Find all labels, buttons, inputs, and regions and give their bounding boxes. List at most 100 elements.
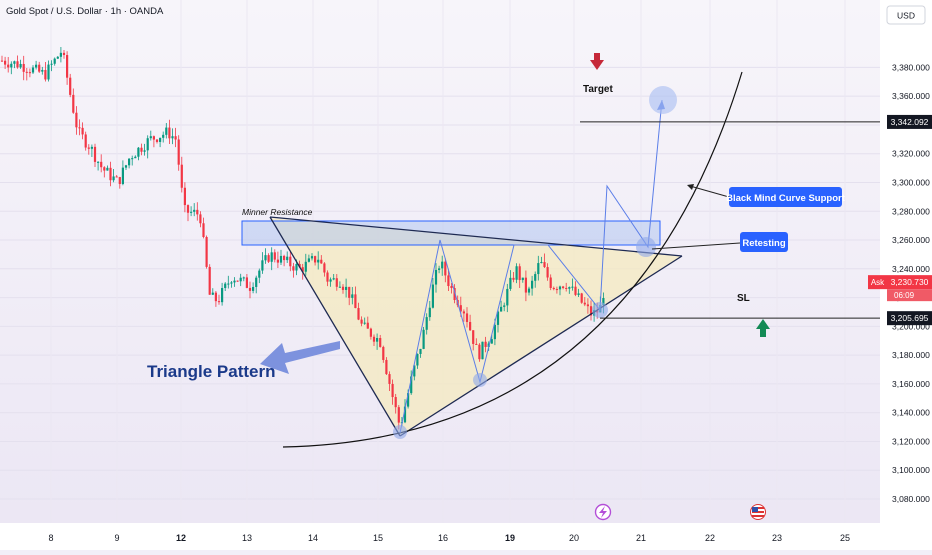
candle-body (338, 286, 341, 288)
candle-body (31, 67, 35, 73)
x-tick-label: 13 (242, 533, 252, 543)
lightning-event-icon[interactable] (594, 503, 612, 521)
candle-body (453, 288, 456, 300)
candle-body (103, 167, 106, 171)
candle-body (270, 252, 273, 262)
candle-body (410, 376, 413, 394)
target-down-arrow (590, 53, 604, 70)
candle-body (72, 94, 75, 113)
candle-body (376, 338, 379, 342)
candle-body (193, 209, 196, 212)
candle-body (146, 138, 149, 151)
candle-body (527, 288, 531, 293)
us-flag-event-icon[interactable] (750, 504, 766, 520)
y-tick-label: 3,360.000 (892, 91, 930, 101)
target-circle (649, 86, 677, 114)
candle-body (143, 150, 146, 152)
candle-body (419, 348, 422, 354)
candle-body (59, 52, 62, 57)
candle-body (379, 338, 382, 347)
candle-body (140, 147, 143, 152)
target-label: Target (583, 84, 613, 95)
x-tick-label: 21 (636, 533, 646, 543)
price-axis: 3,080.000 3,100.000 3,120.000 3,140.000 3,16… (892, 62, 930, 504)
candle-body (326, 272, 329, 282)
candle-body (159, 137, 162, 142)
candle-body (19, 63, 22, 68)
candle-body (329, 279, 332, 282)
candle-body (221, 288, 224, 303)
y-tick-label: 3,200.000 (892, 321, 930, 331)
candle-body (478, 344, 481, 360)
candle-body (292, 266, 295, 271)
candle-body (490, 339, 493, 344)
y-tick-label: 3,240.000 (892, 264, 930, 274)
time-axis: 8 9 12 13 14 15 16 19 20 21 22 23 25 (48, 533, 850, 543)
curve-support-line[interactable] (282, 71, 743, 448)
target-price-text: 3,342.092 (891, 117, 929, 127)
candle-body (335, 278, 338, 287)
candle-body (304, 261, 307, 272)
candle-body (496, 311, 500, 325)
candle-body (385, 359, 388, 375)
currency-label: USD (897, 11, 915, 21)
candle-body (35, 64, 38, 68)
candle-body (314, 256, 317, 263)
candle-body (90, 146, 93, 149)
triangle-left-line[interactable] (269, 216, 401, 437)
candle-body (236, 280, 239, 282)
candle-body (506, 288, 509, 306)
sl-up-arrow (756, 319, 770, 337)
candle-body (543, 262, 546, 268)
candle-body (283, 255, 286, 261)
candle-body (205, 236, 208, 267)
candle-body (568, 287, 571, 289)
candle-body (441, 261, 444, 269)
candle-body (84, 134, 87, 148)
candle-body (351, 294, 354, 298)
candle-body (388, 374, 391, 384)
curve-support-pointer (689, 185, 730, 198)
candle-body (447, 275, 450, 287)
retesting-callout[interactable] (740, 232, 788, 252)
candle-body (208, 266, 211, 295)
x-tick-label: 16 (438, 533, 448, 543)
candle-body (53, 58, 56, 64)
candle-body (171, 136, 174, 139)
candle-body (481, 341, 484, 360)
candle-body (100, 161, 103, 168)
resistance-zone[interactable] (241, 220, 661, 246)
curve-support-label: Black Mind Curve Support (726, 193, 846, 204)
sl-price-text: 3,205.695 (891, 313, 929, 323)
candle-body (190, 211, 193, 213)
candle-body (301, 267, 304, 272)
candle-body (106, 167, 109, 171)
candle-body (248, 287, 252, 291)
x-tick-label: 25 (840, 533, 850, 543)
projection-zigzag[interactable] (399, 99, 663, 434)
candle-body (149, 136, 152, 139)
candle-body (372, 336, 376, 342)
candle-body (109, 167, 112, 181)
candle-body (307, 258, 310, 262)
candle-body (357, 308, 360, 320)
candle-body (217, 301, 221, 303)
candle-body (112, 176, 115, 181)
candle-body (500, 306, 503, 312)
triangle-top-line[interactable] (269, 216, 683, 257)
currency-box[interactable]: USD (886, 5, 926, 25)
candle-body (416, 353, 419, 366)
candle-body (531, 280, 534, 289)
candle-body (450, 286, 453, 289)
curve-support-callout[interactable] (729, 187, 842, 207)
candle-body (360, 319, 363, 324)
candle-body (565, 287, 568, 289)
candle-body (512, 277, 515, 280)
candle-body (413, 365, 416, 377)
candle-body (93, 146, 97, 162)
candle-body (97, 161, 100, 163)
candle-body (165, 127, 168, 135)
candle-body (586, 304, 589, 307)
candle-body (425, 317, 428, 330)
